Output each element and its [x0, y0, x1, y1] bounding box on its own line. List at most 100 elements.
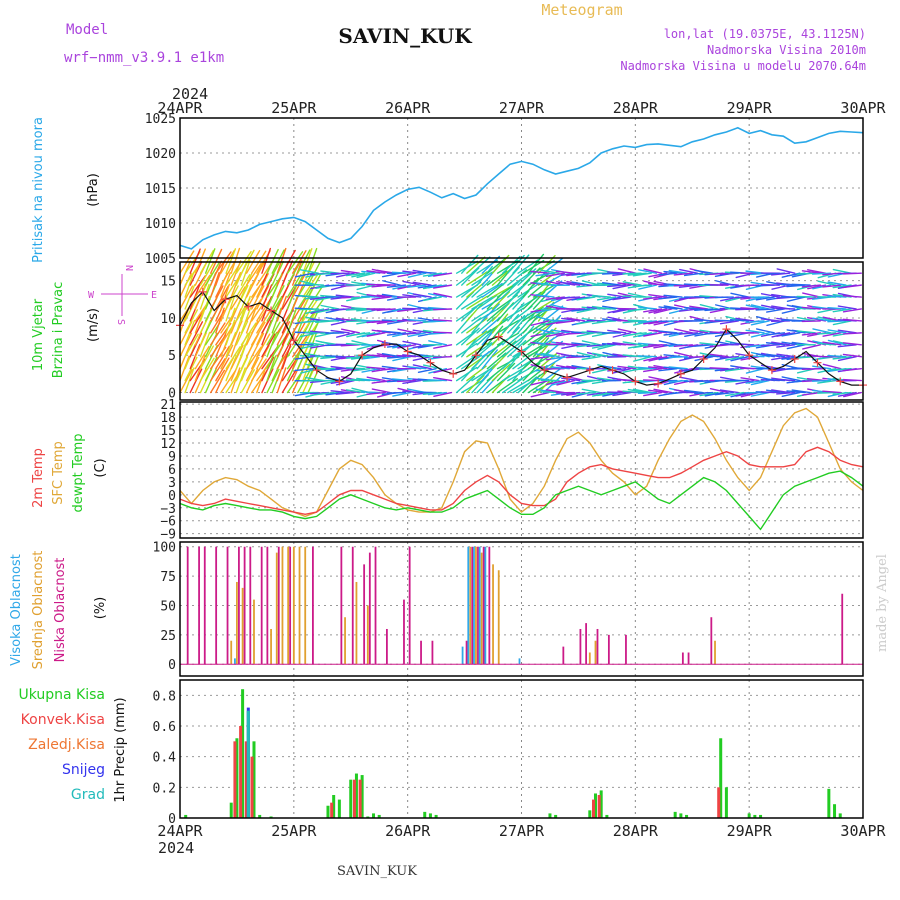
wind-barb [330, 390, 350, 394]
wind-barb [402, 294, 422, 298]
wind-barb [540, 320, 560, 326]
wind-barb [294, 272, 314, 278]
wind-barb [210, 322, 226, 346]
wind-barb [286, 274, 302, 298]
wind-barb [402, 280, 422, 286]
wind-barb [837, 344, 857, 348]
cloud-panel-frame [179, 541, 864, 677]
wind-barb [307, 273, 322, 298]
wind-barb [637, 355, 658, 358]
wind-label-1: 10m Vjetar [31, 298, 46, 371]
wind-barb [391, 308, 412, 312]
wind-barb [386, 344, 407, 348]
wind-barb [397, 272, 417, 278]
wind-barb [307, 247, 318, 274]
wind-barb [627, 388, 647, 394]
wind-barb [461, 267, 480, 286]
wind-barb [765, 353, 786, 358]
wind-barb [304, 296, 325, 300]
wind-barb [507, 292, 527, 310]
wind-barb [366, 391, 386, 396]
wind-barb [740, 356, 760, 361]
wind-barb [627, 272, 647, 276]
wind-barb [755, 328, 775, 334]
wind-barb [602, 391, 622, 397]
wind-barb [653, 308, 673, 314]
wind-barb [612, 332, 632, 338]
wind-barb [256, 344, 270, 370]
wind-barb [581, 356, 601, 361]
pressure-tick-label: 1005 [145, 252, 176, 267]
wind-gust-marker [654, 379, 663, 388]
wind-barb [683, 389, 704, 394]
wind-barb [256, 367, 267, 394]
wind-barb [304, 283, 325, 286]
wind-barb [466, 295, 488, 310]
wind-barb [663, 332, 683, 336]
wind-barb [507, 269, 528, 286]
wind-barb [822, 341, 842, 346]
wind-barb [512, 279, 531, 298]
cloud-tick-label: 50 [160, 599, 176, 614]
wind-barb [381, 377, 401, 382]
temp-label-dewpt: dewpt Temp [71, 433, 86, 512]
precip-tick-label: 0.8 [153, 689, 176, 704]
wind-barb [251, 261, 266, 286]
wind-barb [540, 352, 560, 358]
wind-barb [602, 281, 622, 286]
wind-barb [771, 356, 791, 361]
wind-barb [637, 306, 658, 310]
precip-panel-frame [179, 679, 864, 819]
wind-barb [678, 284, 699, 288]
wind-barb [776, 378, 796, 382]
wind-barb [530, 379, 550, 386]
pressure-tick-label: 1020 [145, 147, 176, 162]
wind-barb [714, 319, 734, 322]
wind-gust-marker [335, 377, 344, 386]
wind-barb [471, 296, 494, 310]
wind-barb [335, 332, 355, 338]
wind-barb [822, 332, 842, 337]
total-precip-bar [241, 689, 245, 818]
wind-barb [215, 285, 229, 310]
wind-barb [765, 389, 786, 394]
wind-barb [427, 293, 448, 298]
wind-barb [719, 320, 740, 325]
wind-barb [286, 307, 298, 334]
precip-label-frozen: Zaledj.Kisa [28, 737, 105, 753]
wind-barb [648, 308, 668, 314]
wind-barb [412, 364, 432, 370]
total-precip-bar [184, 814, 188, 818]
wind-barb [801, 270, 822, 274]
wind-barb [304, 341, 325, 346]
total-precip-bar [827, 788, 831, 818]
wind-barb [550, 319, 571, 322]
wind-barb [740, 307, 760, 310]
wind-barb [719, 356, 740, 359]
wind-barb [842, 367, 862, 372]
wind-barb [481, 303, 500, 322]
wind-barb [471, 280, 491, 298]
cloud-label-low: Niska Oblacnost [53, 558, 68, 663]
wind-barb [230, 367, 241, 394]
wind-gust-marker [676, 369, 685, 378]
wind-barb [412, 293, 432, 298]
wind-barb [210, 358, 226, 382]
wind-barb [586, 391, 606, 396]
wind-barb [392, 344, 412, 349]
wind-gust-marker [449, 369, 458, 378]
wind-barb [576, 351, 596, 358]
wind-barb [356, 332, 376, 338]
wind-barb [781, 332, 801, 337]
wind-barb [266, 297, 282, 322]
wind-barb [397, 328, 417, 334]
wind-barb [466, 302, 484, 322]
wind-barb [643, 332, 663, 337]
wind-barb [555, 270, 576, 274]
wind-barb [638, 269, 658, 274]
wind-barb [689, 329, 709, 334]
wind-panel-frame [179, 261, 864, 401]
wind-barb [256, 262, 272, 286]
wind-barb [184, 271, 195, 298]
